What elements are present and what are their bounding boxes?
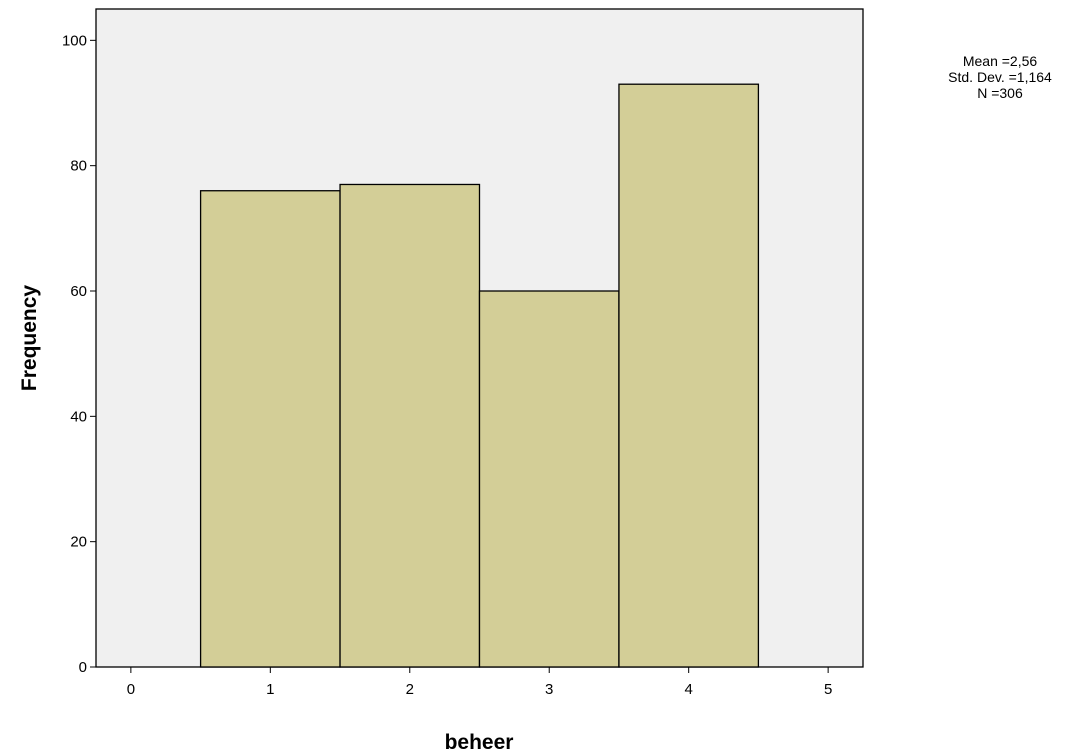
bars-group (199, 83, 760, 668)
y-tick-label: 0 (79, 659, 87, 676)
x-axis-label: beheer (445, 731, 514, 753)
y-axis: 0 20 40 60 80 100 (62, 32, 96, 676)
x-tick-label: 5 (824, 681, 832, 698)
y-tick-label: 40 (70, 408, 87, 425)
y-tick-label: 80 (70, 158, 87, 175)
x-tick-label: 4 (685, 681, 693, 698)
x-tick-label: 3 (545, 681, 553, 698)
histogram-bar-1 (199, 190, 341, 668)
stats-box: Mean =2,56 Std. Dev. =1,164 N =306 (948, 53, 1052, 101)
x-axis: 0 1 2 3 4 5 (127, 667, 832, 698)
stats-n: N =306 (977, 85, 1023, 101)
x-tick-label: 1 (266, 681, 274, 698)
stats-mean: Mean =2,56 (963, 53, 1038, 69)
histogram-bar-3 (478, 290, 620, 668)
histogram-bar-2 (339, 183, 481, 668)
histogram-bar-4 (618, 83, 760, 668)
y-tick-label: 60 (70, 283, 87, 300)
x-tick-label: 2 (406, 681, 414, 698)
y-tick-label: 20 (70, 534, 87, 551)
stats-std-dev: Std. Dev. =1,164 (948, 69, 1052, 85)
y-tick-label: 100 (62, 32, 87, 49)
y-axis-label: Frequency (18, 285, 41, 392)
x-tick-label: 0 (127, 681, 135, 698)
